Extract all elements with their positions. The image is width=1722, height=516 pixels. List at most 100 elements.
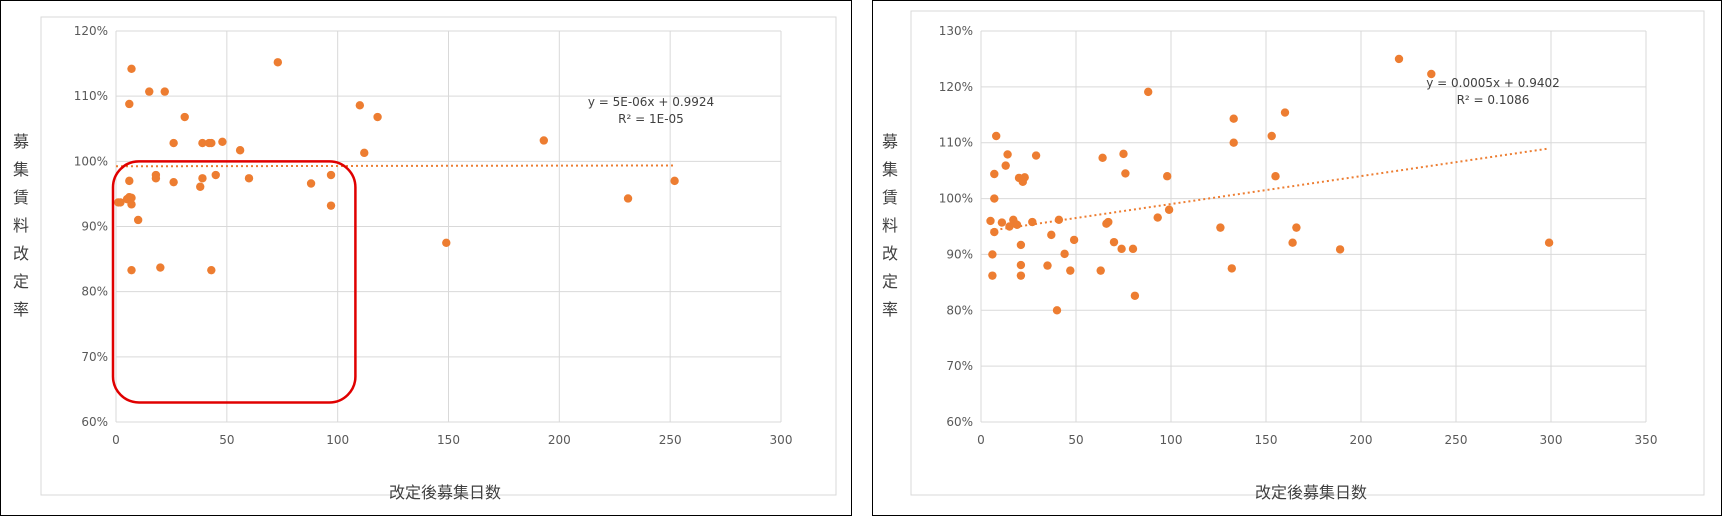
data-point — [151, 174, 161, 183]
x-tick-label: 100 — [1160, 433, 1183, 447]
y-tick-label: 110% — [939, 136, 973, 150]
data-point — [992, 131, 1001, 141]
data-point — [360, 148, 369, 158]
x-tick-label: 150 — [1255, 433, 1278, 447]
data-point — [1043, 261, 1052, 270]
y-axis-title-char: 定 — [882, 272, 898, 291]
y-axis-title-char: 定 — [13, 272, 29, 291]
data-point — [670, 176, 679, 186]
data-point — [116, 198, 125, 207]
y-tick-label: 70% — [81, 350, 108, 364]
y-axis-title-char: 集 — [13, 160, 29, 179]
y-axis-title-char: 改 — [882, 244, 898, 263]
data-point — [1288, 238, 1297, 247]
data-point — [306, 179, 316, 188]
data-point — [1001, 161, 1010, 170]
data-point — [196, 182, 205, 191]
chart-area-border — [910, 10, 1705, 496]
data-point — [1104, 217, 1113, 227]
x-tick-label: 50 — [1068, 433, 1083, 447]
y-axis-title-char: 料 — [13, 216, 29, 235]
data-point — [160, 87, 169, 96]
y-tick-label: 90% — [946, 247, 973, 261]
y-tick-label: 90% — [81, 220, 108, 234]
data-point — [623, 194, 633, 203]
data-point — [326, 201, 336, 210]
x-tick-label: 0 — [977, 433, 985, 447]
x-tick-label: 200 — [1350, 433, 1373, 447]
data-point — [1020, 173, 1029, 182]
data-point — [990, 169, 999, 179]
x-axis-title: 改定後募集日数 — [1255, 483, 1367, 502]
data-point — [373, 112, 382, 122]
chart-area-border — [40, 16, 837, 496]
data-point — [1109, 237, 1119, 247]
data-point — [1153, 213, 1162, 222]
data-point — [1227, 264, 1236, 273]
data-point — [1069, 235, 1079, 245]
x-tick-label: 150 — [437, 433, 460, 447]
data-point — [1229, 114, 1238, 123]
data-point — [1098, 153, 1107, 162]
y-axis-title-char: 料 — [882, 216, 898, 235]
y-tick-label: 80% — [946, 303, 973, 317]
data-point — [997, 218, 1007, 227]
y-axis-title-char: 募 — [13, 132, 29, 151]
data-point — [326, 170, 336, 180]
scatter-chart-right: 60% 70% 80% 90% 100% 110% 120% 130% 0 50 100 150 200… — [882, 10, 1705, 502]
data-point — [1003, 150, 1012, 159]
y-axis-title-char: 率 — [882, 300, 898, 319]
data-point — [1394, 54, 1404, 64]
data-point — [125, 99, 134, 109]
data-point — [1280, 108, 1290, 117]
y-tick-label: 80% — [81, 285, 108, 299]
y-tick-label: 60% — [81, 415, 108, 429]
data-point — [127, 64, 136, 73]
data-point — [156, 263, 165, 272]
x-axis-title: 改定後募集日数 — [389, 483, 501, 502]
chart-panel-right: 60% 70% 80% 90% 100% 110% 120% 130% 0 50 100 150 200… — [872, 0, 1722, 516]
data-point — [127, 200, 136, 209]
y-tick-label: 120% — [939, 80, 973, 94]
x-tick-label: 250 — [1445, 433, 1468, 447]
data-point — [1016, 271, 1026, 280]
x-tick-label: 200 — [548, 433, 571, 447]
data-point — [1012, 220, 1022, 230]
data-point — [125, 176, 134, 186]
data-point — [1121, 169, 1130, 178]
data-point — [986, 216, 995, 226]
x-tick-label: 0 — [112, 433, 120, 447]
trendline-equation: y = 5E-06x + 0.9924 — [588, 95, 714, 109]
x-tick-label: 100 — [326, 433, 349, 447]
y-axis-title-char: 募 — [882, 132, 898, 151]
data-point — [988, 250, 997, 259]
x-tick-label: 50 — [219, 433, 234, 447]
data-point — [1164, 205, 1174, 214]
x-tick-label: 350 — [1635, 433, 1658, 447]
data-point — [1144, 87, 1153, 97]
data-point — [1031, 151, 1041, 160]
y-tick-label: 100% — [74, 154, 108, 168]
y-axis-title-char: 率 — [13, 300, 29, 319]
trendline-r-squared: R² = 1E-05 — [618, 112, 684, 126]
x-tick-label: 300 — [1540, 433, 1563, 447]
y-tick-label: 60% — [946, 415, 973, 429]
data-point — [988, 271, 997, 280]
data-point — [211, 170, 220, 180]
data-point — [244, 174, 254, 183]
data-point — [273, 58, 283, 67]
data-point — [355, 101, 365, 110]
x-tick-label: 250 — [659, 433, 682, 447]
data-point — [1544, 238, 1554, 247]
data-point — [1054, 215, 1064, 224]
data-point — [127, 193, 136, 203]
y-tick-label: 70% — [946, 359, 973, 373]
scatter-chart-left: 60% 70% 80% 90% 100% 110% 120% 0 50 100 150 200 250 3… — [13, 16, 837, 502]
y-tick-label: 110% — [74, 89, 108, 103]
data-point — [1216, 223, 1225, 232]
data-point — [1047, 230, 1056, 240]
data-point — [1028, 217, 1037, 227]
y-tick-label: 130% — [939, 24, 973, 38]
data-point — [1060, 249, 1069, 259]
data-point — [1130, 291, 1140, 300]
